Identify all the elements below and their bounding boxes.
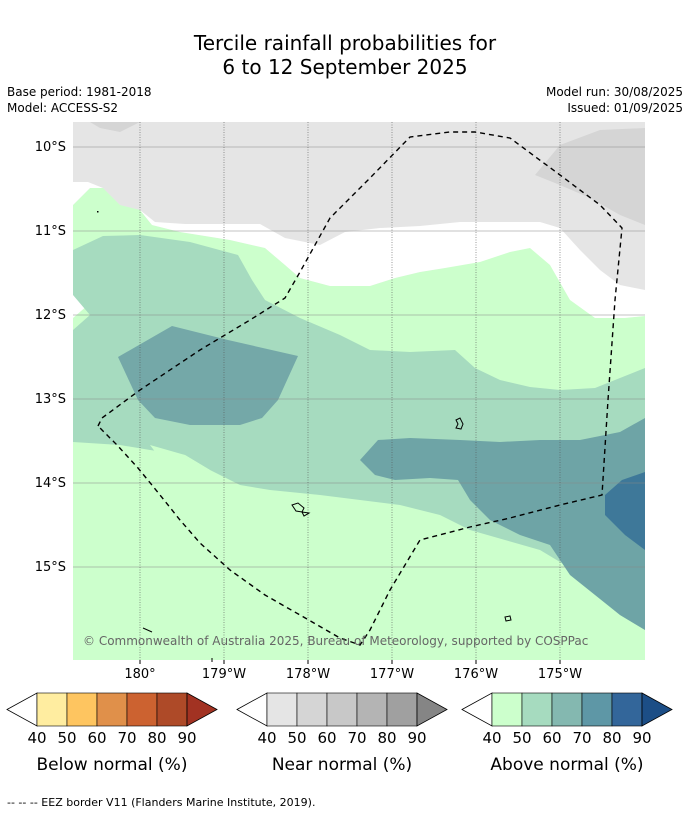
legend-tick-label: 60 [317,729,336,747]
legend-below-normal: 40 50 60 70 80 90 Below normal (%) [6,692,218,775]
lon-label-177w: 177°W [370,667,414,682]
above-40-south [150,445,645,660]
legend-tick-label: 80 [602,729,621,747]
legend-tick-label: 50 [512,729,531,747]
legend-swatch [581,692,613,727]
legend-swatch [521,692,553,727]
lon-label-178w: 178°W [286,667,330,682]
legend-tick-label: 80 [147,729,166,747]
latitude-labels: 10°S 11°S 12°S 13°S 14°S 15°S [35,140,66,575]
island-outline-3 [301,511,311,517]
legend-under-triangle [461,692,493,727]
lat-label-13s: 13°S [35,392,66,407]
lat-label-14s: 14°S [35,476,66,491]
lat-label-10s: 10°S [35,140,66,155]
model-name: Model: ACCESS-S2 [7,101,119,115]
legend-tick-label: 40 [257,729,276,747]
title-line-1: Tercile rainfall probabilities for [193,31,497,55]
legend-near-normal: 40 50 60 70 80 90 Near normal (%) [236,692,448,775]
legend-tick-label: 50 [287,729,306,747]
lat-label-12s: 12°S [35,308,66,323]
legend-title: Above normal (%) [490,755,643,775]
legend-swatch [356,692,388,727]
legend-over-triangle [186,692,218,727]
meta-left: Base period: 1981-2018 Model: ACCESS-S2 [7,84,152,116]
lon-label-180: 180° [124,667,155,682]
island-outline-5 [142,627,153,633]
lat-label-11s: 11°S [35,224,66,239]
legend-tick-label: 90 [407,729,426,747]
above-50-region [73,235,645,630]
base-period: Base period: 1981-2018 [7,85,152,99]
legend-swatch [266,692,298,727]
legend-swatch [156,692,188,727]
legend-swatch [611,692,643,727]
legend-swatch [36,692,68,727]
legend-tick-label: 40 [27,729,46,747]
legend-tick-label: 70 [117,729,136,747]
legend-swatch [126,692,158,727]
lon-label-175w: 175°W [538,667,582,682]
above-60-east [360,418,645,630]
legend-tick-label: 70 [572,729,591,747]
legend-tick-label: 50 [57,729,76,747]
legend-swatch [96,692,128,727]
title-line-2: 6 to 12 September 2025 [222,55,468,79]
legend-swatch [386,692,418,727]
longitude-gridlines [139,122,561,660]
eez-border-line [97,131,623,646]
legend-swatch [491,692,523,727]
legend-under-triangle [6,692,38,727]
eez-footer-note: -- -- -- EEZ border V11 (Flanders Marine… [7,796,316,809]
above-70-east [605,472,645,550]
latitude-gridlines [73,146,645,568]
map-title: Tercile rainfall probabilities for 6 to … [0,31,690,79]
near-50-patch [90,122,140,132]
legend-tick-label: 40 [482,729,501,747]
near-50-region [535,128,645,225]
legend-swatch [326,692,358,727]
model-run: Model run: 30/08/2025 [545,85,683,99]
legend-tick-label: 60 [542,729,561,747]
legend-under-triangle [236,692,268,727]
legend-tick-label: 80 [377,729,396,747]
legend-title: Near normal (%) [272,755,412,775]
legend-tick-label: 90 [632,729,651,747]
island-outline [455,417,464,430]
legend-over-triangle [416,692,448,727]
map-area: © Commonwealth of Australia 2025, Bureau… [73,122,645,660]
island-outline-2 [291,502,305,513]
near-normal-region [73,122,645,308]
legend-tick-label: 90 [177,729,196,747]
legend-tick-label: 70 [347,729,366,747]
legend-above-normal: 40 50 60 70 80 90 Above normal (%) [461,692,673,775]
island-dot [97,211,99,213]
island-outline-4 [504,615,512,622]
issued-date: Issued: 01/09/2025 [567,101,683,115]
above-60-west [118,326,298,425]
legend-tick-label: 60 [87,729,106,747]
legend-swatch [296,692,328,727]
neutral-region [73,182,103,205]
legend-over-triangle [641,692,673,727]
neutral-region-band [103,188,645,318]
lat-label-15s: 15°S [35,560,66,575]
lon-label-176w: 176°W [454,667,498,682]
lon-label-179w: 179°W [202,667,246,682]
legend-swatch [551,692,583,727]
longitude-labels: 180° 179°W 178°W 177°W 176°W 175°W [124,667,582,682]
legend-swatch [66,692,98,727]
longitude-ticks [139,658,561,664]
copyright-text: © Commonwealth of Australia 2025, Bureau… [83,634,588,648]
legend-title: Below normal (%) [37,755,188,775]
meta-right: Model run: 30/08/2025 Issued: 01/09/2025 [546,84,683,116]
